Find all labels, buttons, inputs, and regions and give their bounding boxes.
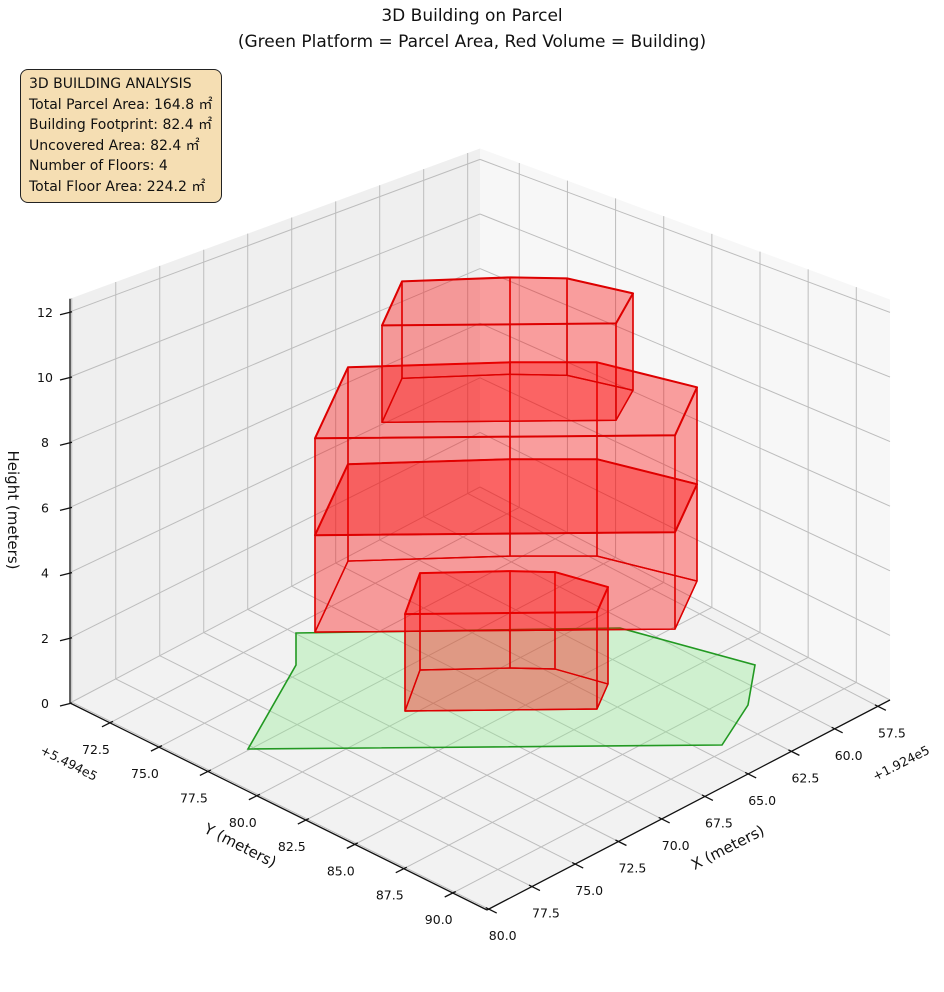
- right-wall-gridline-z: [479, 213, 891, 378]
- z-tick-label: 6: [41, 500, 49, 515]
- x-tick-mark: [874, 704, 887, 711]
- x-tick-mark: [701, 794, 714, 802]
- x-tick-mark: [744, 771, 757, 779]
- info-number-of-floors: Number of Floors: 4: [29, 158, 168, 174]
- y-tick-mark: [101, 720, 114, 728]
- y-tick-mark: [199, 769, 212, 777]
- y-tick-label: 72.5: [82, 742, 110, 757]
- floor-gridline-y: [158, 531, 568, 748]
- right-wall-gridline-z: [479, 377, 891, 572]
- left-wall-gridline-z: [69, 377, 481, 574]
- x-tick-mark: [831, 726, 843, 734]
- z-tick-label: 10: [37, 370, 53, 385]
- z-tick-mark: [59, 441, 73, 446]
- x-offset-label: +1.924e5: [870, 742, 932, 783]
- x-tick-mark: [788, 749, 800, 756]
- z-tick-label: 2: [41, 631, 49, 646]
- y-tick-label: 87.5: [376, 888, 404, 903]
- x-tick-label: 57.5: [878, 725, 906, 740]
- x-tick-mark: [658, 816, 670, 824]
- y-tick-mark: [297, 817, 310, 825]
- info-uncovered-area: Uncovered Area: 82.4 ㎡: [29, 137, 200, 154]
- chart-title-line-2: (Green Platform = Parcel Area, Red Volum…: [237, 32, 707, 52]
- x-tick-label: 70.0: [662, 838, 690, 853]
- floor-gridline-y: [403, 657, 809, 870]
- analysis-info-box: 3D BUILDING ANALYSIS Total Parcel Area: …: [20, 69, 222, 203]
- y-tick-mark: [444, 890, 457, 898]
- floor-gridline-x: [203, 632, 619, 842]
- right-wall-gridline-z: [479, 431, 891, 636]
- x-tick-label: 67.5: [705, 815, 733, 830]
- left-wall-gridline-z: [69, 322, 481, 508]
- floor-4-top: [381, 276, 634, 327]
- z-axis-label: Height (meters): [4, 451, 22, 570]
- y-tick-mark: [248, 793, 261, 801]
- x-tick-label: 80.0: [489, 928, 517, 943]
- z-tick-label: 8: [41, 435, 49, 450]
- x-tick-mark: [528, 884, 541, 892]
- right-wall-gridline-z: [479, 268, 891, 443]
- x-tick-label: 77.5: [532, 906, 560, 921]
- right-wall-gridline-z: [479, 486, 891, 701]
- floor-gridline-y: [452, 682, 857, 894]
- z-tick-mark: [59, 506, 73, 512]
- x-tick-mark: [485, 907, 498, 914]
- y-tick-label: 80.0: [229, 815, 257, 830]
- z-tick-mark: [59, 376, 73, 381]
- info-total-parcel-area: Total Parcel Area: 164.8 ㎡: [29, 96, 213, 113]
- floor-gridline-x: [247, 608, 662, 820]
- x-axis-line: [486, 699, 891, 911]
- y-tick-mark: [150, 745, 163, 752]
- left-wall-pane: [70, 148, 480, 703]
- right-wall-gridline-z: [479, 158, 891, 313]
- floor-gridline-x: [71, 701, 489, 910]
- chart-title-line-1: 3D Building on Parcel: [381, 6, 563, 26]
- info-total-floor-area: Total Floor Area: 224.2 ㎡: [29, 178, 206, 195]
- x-tick-label: 65.0: [748, 793, 776, 808]
- right-wall-pane: [480, 148, 890, 700]
- info-heading: 3D BUILDING ANALYSIS: [29, 76, 192, 92]
- z-tick-mark: [59, 571, 73, 577]
- floor-gridline-x: [467, 493, 879, 707]
- floor-gridline-x: [115, 678, 533, 888]
- floor-1-top: [404, 570, 609, 616]
- left-wall-gridline-z: [69, 431, 481, 639]
- floor-gridline-y: [256, 582, 664, 797]
- floor-gridline-y: [207, 556, 616, 772]
- floor-gridline-y: [354, 632, 761, 845]
- left-wall-gridline-z: [69, 486, 481, 704]
- left-wall-gridline-z: [69, 268, 481, 443]
- info-building-footprint: Building Footprint: 82.4 ㎡: [29, 117, 213, 133]
- floor-gridline-x: [423, 516, 835, 730]
- y-axis-line: [69, 702, 488, 911]
- floor-gridline-y: [305, 607, 713, 821]
- y-tick-label: 90.0: [425, 912, 453, 927]
- z-tick-label: 0: [41, 696, 49, 711]
- z-tick-mark: [59, 637, 73, 642]
- y-tick-mark: [395, 866, 408, 874]
- y-tick-mark: [346, 842, 359, 849]
- left-wall-gridline-z: [69, 213, 481, 378]
- x-tick-label: 62.5: [791, 770, 819, 785]
- z-tick-mark: [59, 702, 73, 707]
- z-tick-label: 12: [37, 305, 53, 320]
- x-tick-label: 60.0: [835, 748, 863, 763]
- x-tick-label: 72.5: [619, 861, 647, 876]
- parcel-platform: [246, 627, 756, 750]
- y-tick-label: 75.0: [131, 766, 159, 781]
- y-tick-label: 85.0: [327, 863, 355, 878]
- x-tick-mark: [571, 861, 584, 869]
- z-tick-label: 4: [41, 566, 49, 581]
- y-tick-label: 77.5: [180, 790, 208, 805]
- z-tick-mark: [59, 311, 73, 316]
- y-tick-label: 82.5: [278, 839, 306, 854]
- x-tick-mark: [615, 839, 627, 847]
- floor-gridline-x: [159, 655, 576, 865]
- left-wall-gridline-z: [69, 158, 481, 313]
- x-tick-label: 75.0: [575, 883, 603, 898]
- floor-3-top: [314, 361, 698, 440]
- floor-gridline-x: [379, 539, 792, 752]
- floor-gridline-x: [291, 585, 706, 797]
